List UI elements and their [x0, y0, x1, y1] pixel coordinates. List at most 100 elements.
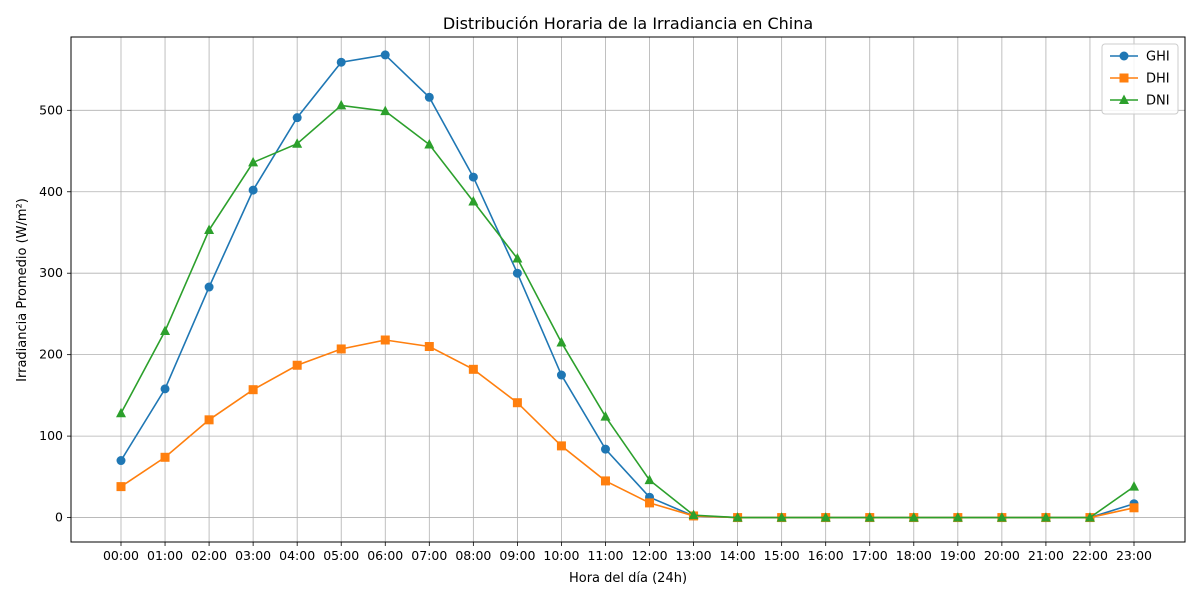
- x-tick-label: 23:00: [1116, 548, 1152, 563]
- legend-marker-dni: [1119, 94, 1129, 104]
- data-point-dni: [1040, 512, 1051, 522]
- data-point-ghi: [556, 370, 566, 380]
- data-point-dhi: [600, 476, 610, 486]
- data-point-dhi: [424, 342, 434, 352]
- x-tick-label: 21:00: [1028, 548, 1064, 563]
- x-tick-label: 00:00: [103, 548, 139, 563]
- series-group: [116, 50, 1139, 523]
- data-point-dni: [160, 325, 171, 336]
- data-point-dni: [1129, 481, 1139, 491]
- x-tick-label: 13:00: [676, 548, 712, 563]
- data-point-dni: [248, 156, 259, 167]
- data-point-dhi: [116, 482, 126, 492]
- data-point-dhi: [292, 360, 302, 370]
- legend-box: [1101, 43, 1179, 115]
- data-point-dni: [1084, 512, 1095, 522]
- y-tick-label: 500: [39, 102, 63, 117]
- data-point-dni: [644, 474, 655, 485]
- x-tick-label: 19:00: [940, 548, 976, 563]
- data-point-ghi: [292, 113, 302, 123]
- x-axis-label: Hora del día (24h): [569, 571, 687, 586]
- data-point-dhi: [248, 385, 258, 395]
- data-point-dhi: [160, 452, 170, 462]
- data-point-dni: [380, 105, 391, 116]
- x-axis: 00:00 01:00 02:00 03:00 04:00 05:00 06:00 07:00…: [103, 542, 1152, 563]
- x-tick-label: 20:00: [984, 548, 1020, 563]
- data-point-ghi: [424, 92, 434, 102]
- x-tick-label: 09:00: [499, 548, 535, 563]
- data-point-dni: [204, 224, 215, 235]
- y-tick-label: 400: [39, 184, 63, 199]
- data-point-dhi: [1129, 503, 1139, 513]
- data-point-dhi: [468, 364, 478, 374]
- legend-label-ghi: GHI: [1146, 50, 1170, 65]
- legend-marker-dhi: [1119, 73, 1129, 83]
- y-axis: 0 100 200 300 400 500: [39, 102, 71, 525]
- data-point-dni: [424, 139, 435, 149]
- data-point-dhi: [645, 498, 655, 508]
- x-tick-label: 02:00: [191, 548, 227, 563]
- data-point-ghi: [160, 384, 170, 394]
- data-point-dni: [468, 196, 479, 206]
- y-axis-label: Irradiancia Promedio (W/m²): [15, 198, 30, 382]
- data-point-dni: [820, 512, 831, 522]
- data-point-dni: [600, 411, 611, 421]
- data-point-dhi: [556, 441, 566, 451]
- x-tick-label: 16:00: [808, 548, 844, 563]
- x-tick-label: 10:00: [543, 548, 579, 563]
- y-tick-label: 300: [39, 265, 63, 280]
- data-point-ghi: [336, 57, 346, 67]
- data-point-dni: [732, 512, 743, 522]
- x-tick-label: 07:00: [411, 548, 447, 563]
- x-tick-label: 18:00: [896, 548, 932, 563]
- data-point-dni: [336, 99, 347, 110]
- x-tick-label: 04:00: [279, 548, 315, 563]
- y-tick-label: 200: [39, 347, 63, 362]
- data-point-dhi: [336, 344, 346, 354]
- data-point-dhi: [512, 398, 522, 408]
- data-point-dni: [952, 512, 963, 522]
- data-point-ghi: [116, 456, 126, 466]
- data-point-dni: [292, 138, 303, 148]
- legend-label-dhi: DHI: [1146, 72, 1170, 87]
- x-tick-label: 03:00: [235, 548, 271, 563]
- x-tick-label: 17:00: [852, 548, 888, 563]
- x-tick-label: 22:00: [1072, 548, 1108, 563]
- data-point-dni: [908, 512, 919, 522]
- x-tick-label: 11:00: [587, 548, 623, 563]
- y-tick-label: 0: [55, 510, 63, 525]
- grid: [71, 37, 1185, 542]
- data-point-ghi: [248, 185, 258, 195]
- legend-label-dni: DNI: [1146, 94, 1170, 109]
- data-point-ghi: [380, 50, 390, 60]
- x-tick-label: 08:00: [455, 548, 491, 563]
- x-tick-label: 15:00: [764, 548, 800, 563]
- legend: GHI DHI DNI: [1101, 43, 1179, 115]
- series-line-dni: [120, 104, 1135, 519]
- data-point-dni: [512, 253, 523, 263]
- plot-frame: [70, 36, 1186, 543]
- data-point-dhi: [204, 415, 214, 425]
- legend-marker-ghi: [1119, 51, 1129, 61]
- x-tick-label: 14:00: [720, 548, 756, 563]
- x-tick-label: 01:00: [147, 548, 183, 563]
- data-point-ghi: [204, 282, 214, 292]
- data-point-ghi: [600, 444, 610, 454]
- data-point-dni: [116, 407, 126, 418]
- data-point-dni: [996, 512, 1007, 522]
- data-point-dni: [864, 512, 875, 522]
- data-point-dhi: [380, 335, 390, 345]
- data-point-dni: [776, 512, 787, 522]
- chart-title: Distribución Horaria de la Irradiancia e…: [443, 14, 813, 33]
- x-tick-label: 05:00: [323, 548, 359, 563]
- x-tick-label: 06:00: [367, 548, 403, 563]
- data-point-dni: [688, 509, 699, 520]
- y-tick-label: 100: [39, 428, 63, 443]
- data-point-ghi: [512, 268, 522, 278]
- data-point-dni: [556, 336, 567, 347]
- data-point-ghi: [468, 172, 478, 182]
- series-dni: [116, 99, 1139, 522]
- x-tick-label: 12:00: [632, 548, 668, 563]
